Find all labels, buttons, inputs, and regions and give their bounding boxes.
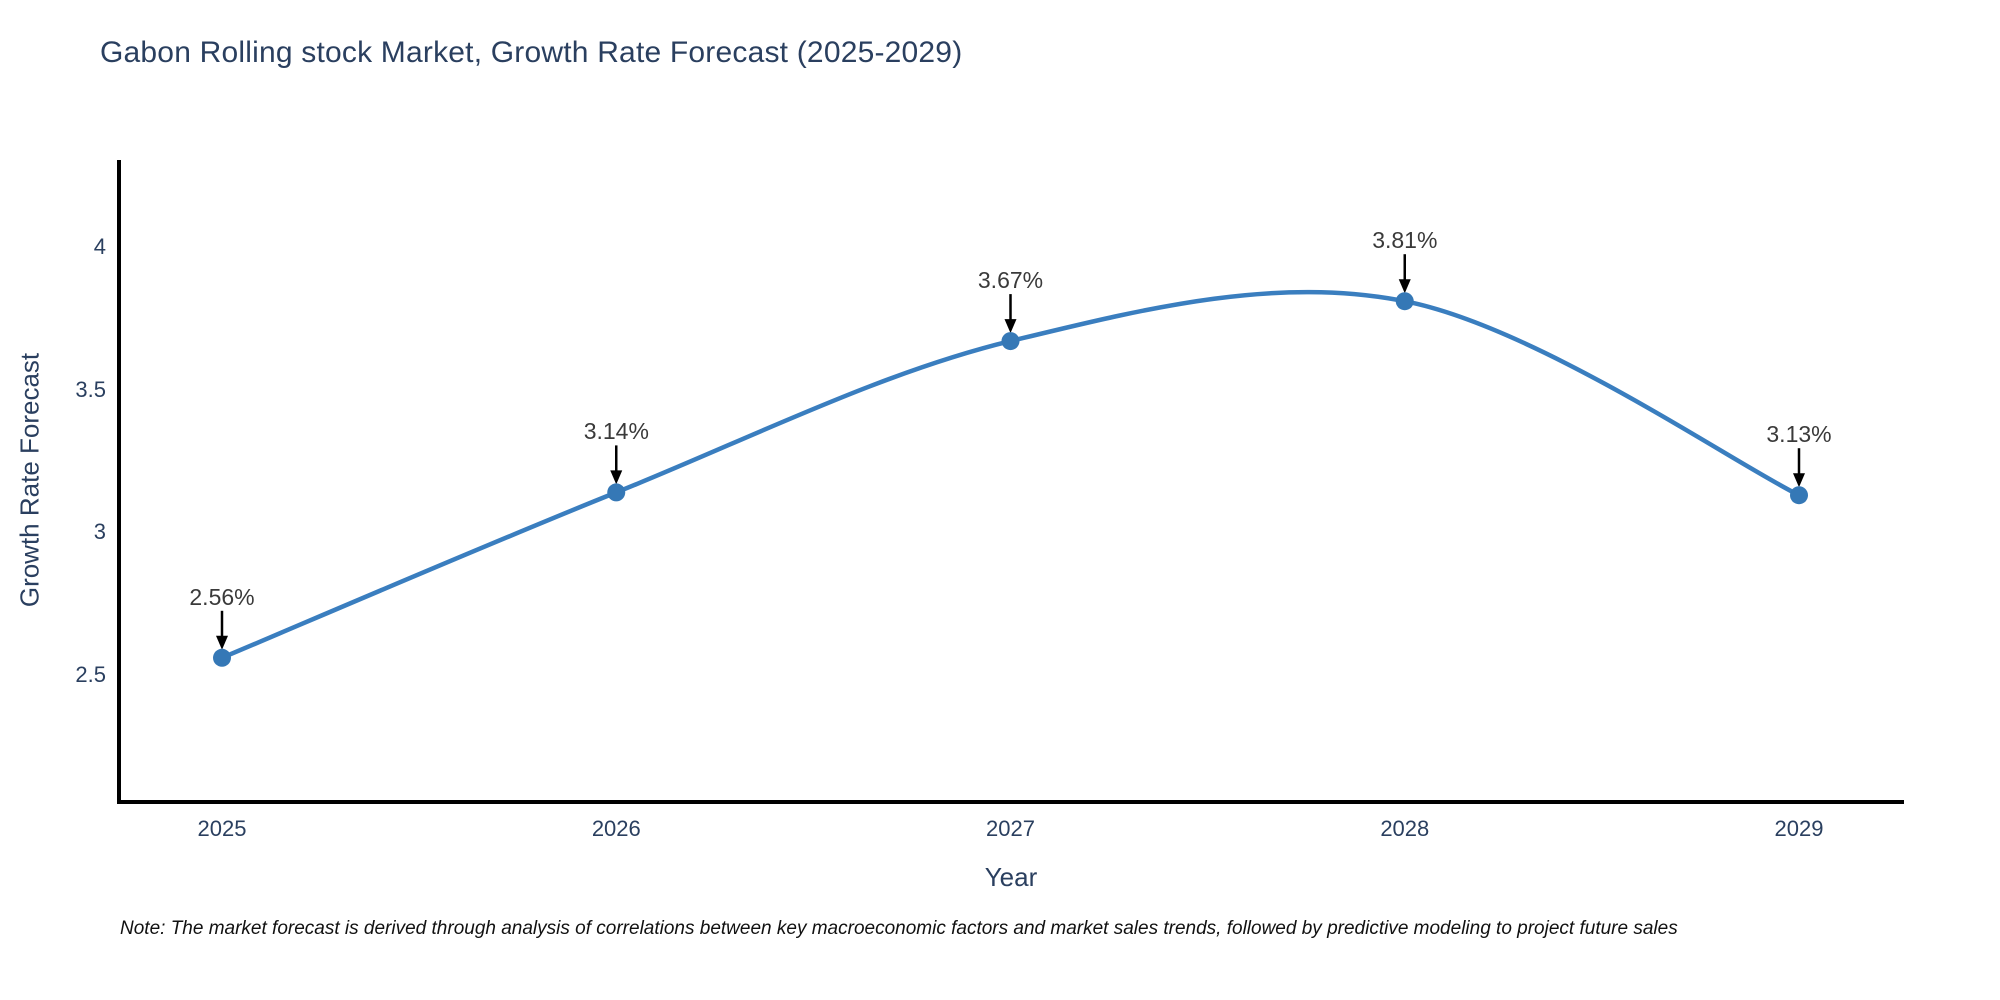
x-axis-tick-label: 2026 [591,816,641,841]
data-point-label: 3.81% [1372,227,1438,254]
y-axis-tick-label: 2.5 [75,662,106,687]
annotation-arrowhead [1004,319,1017,334]
chart-title: Gabon Rolling stock Market, Growth Rate … [100,36,963,69]
data-point-marker[interactable] [607,483,626,502]
x-axis-tick-label: 2027 [986,816,1035,841]
data-point-label: 3.13% [1766,421,1832,448]
x-axis-tick-label: 2029 [1774,816,1824,841]
y-axis-tick-label: 3.5 [75,376,106,402]
annotation-arrowhead [1793,473,1805,488]
data-point-label: 3.67% [977,267,1044,294]
annotation-arrowhead [1398,279,1411,294]
annotation-arrowhead [216,635,228,650]
x-axis-title: Year [984,862,1038,892]
data-point-marker[interactable] [1001,332,1020,351]
footnote: Note: The market forecast is derived thr… [120,918,1678,939]
y-axis-tick-label: 4 [93,234,106,259]
data-point-marker[interactable] [1395,292,1414,311]
x-axis-tick-label: 2025 [197,816,247,841]
data-point-label: 3.14% [583,418,649,445]
data-point-label: 2.56% [189,583,255,610]
data-point-marker[interactable] [1790,486,1808,505]
data-point-marker[interactable] [213,648,231,667]
x-axis-tick-label: 2028 [1380,816,1430,841]
y-axis-title: Growth Rate Forecast [14,352,45,608]
y-axis-tick-label: 3 [93,519,106,545]
annotation-arrowhead [610,470,623,485]
